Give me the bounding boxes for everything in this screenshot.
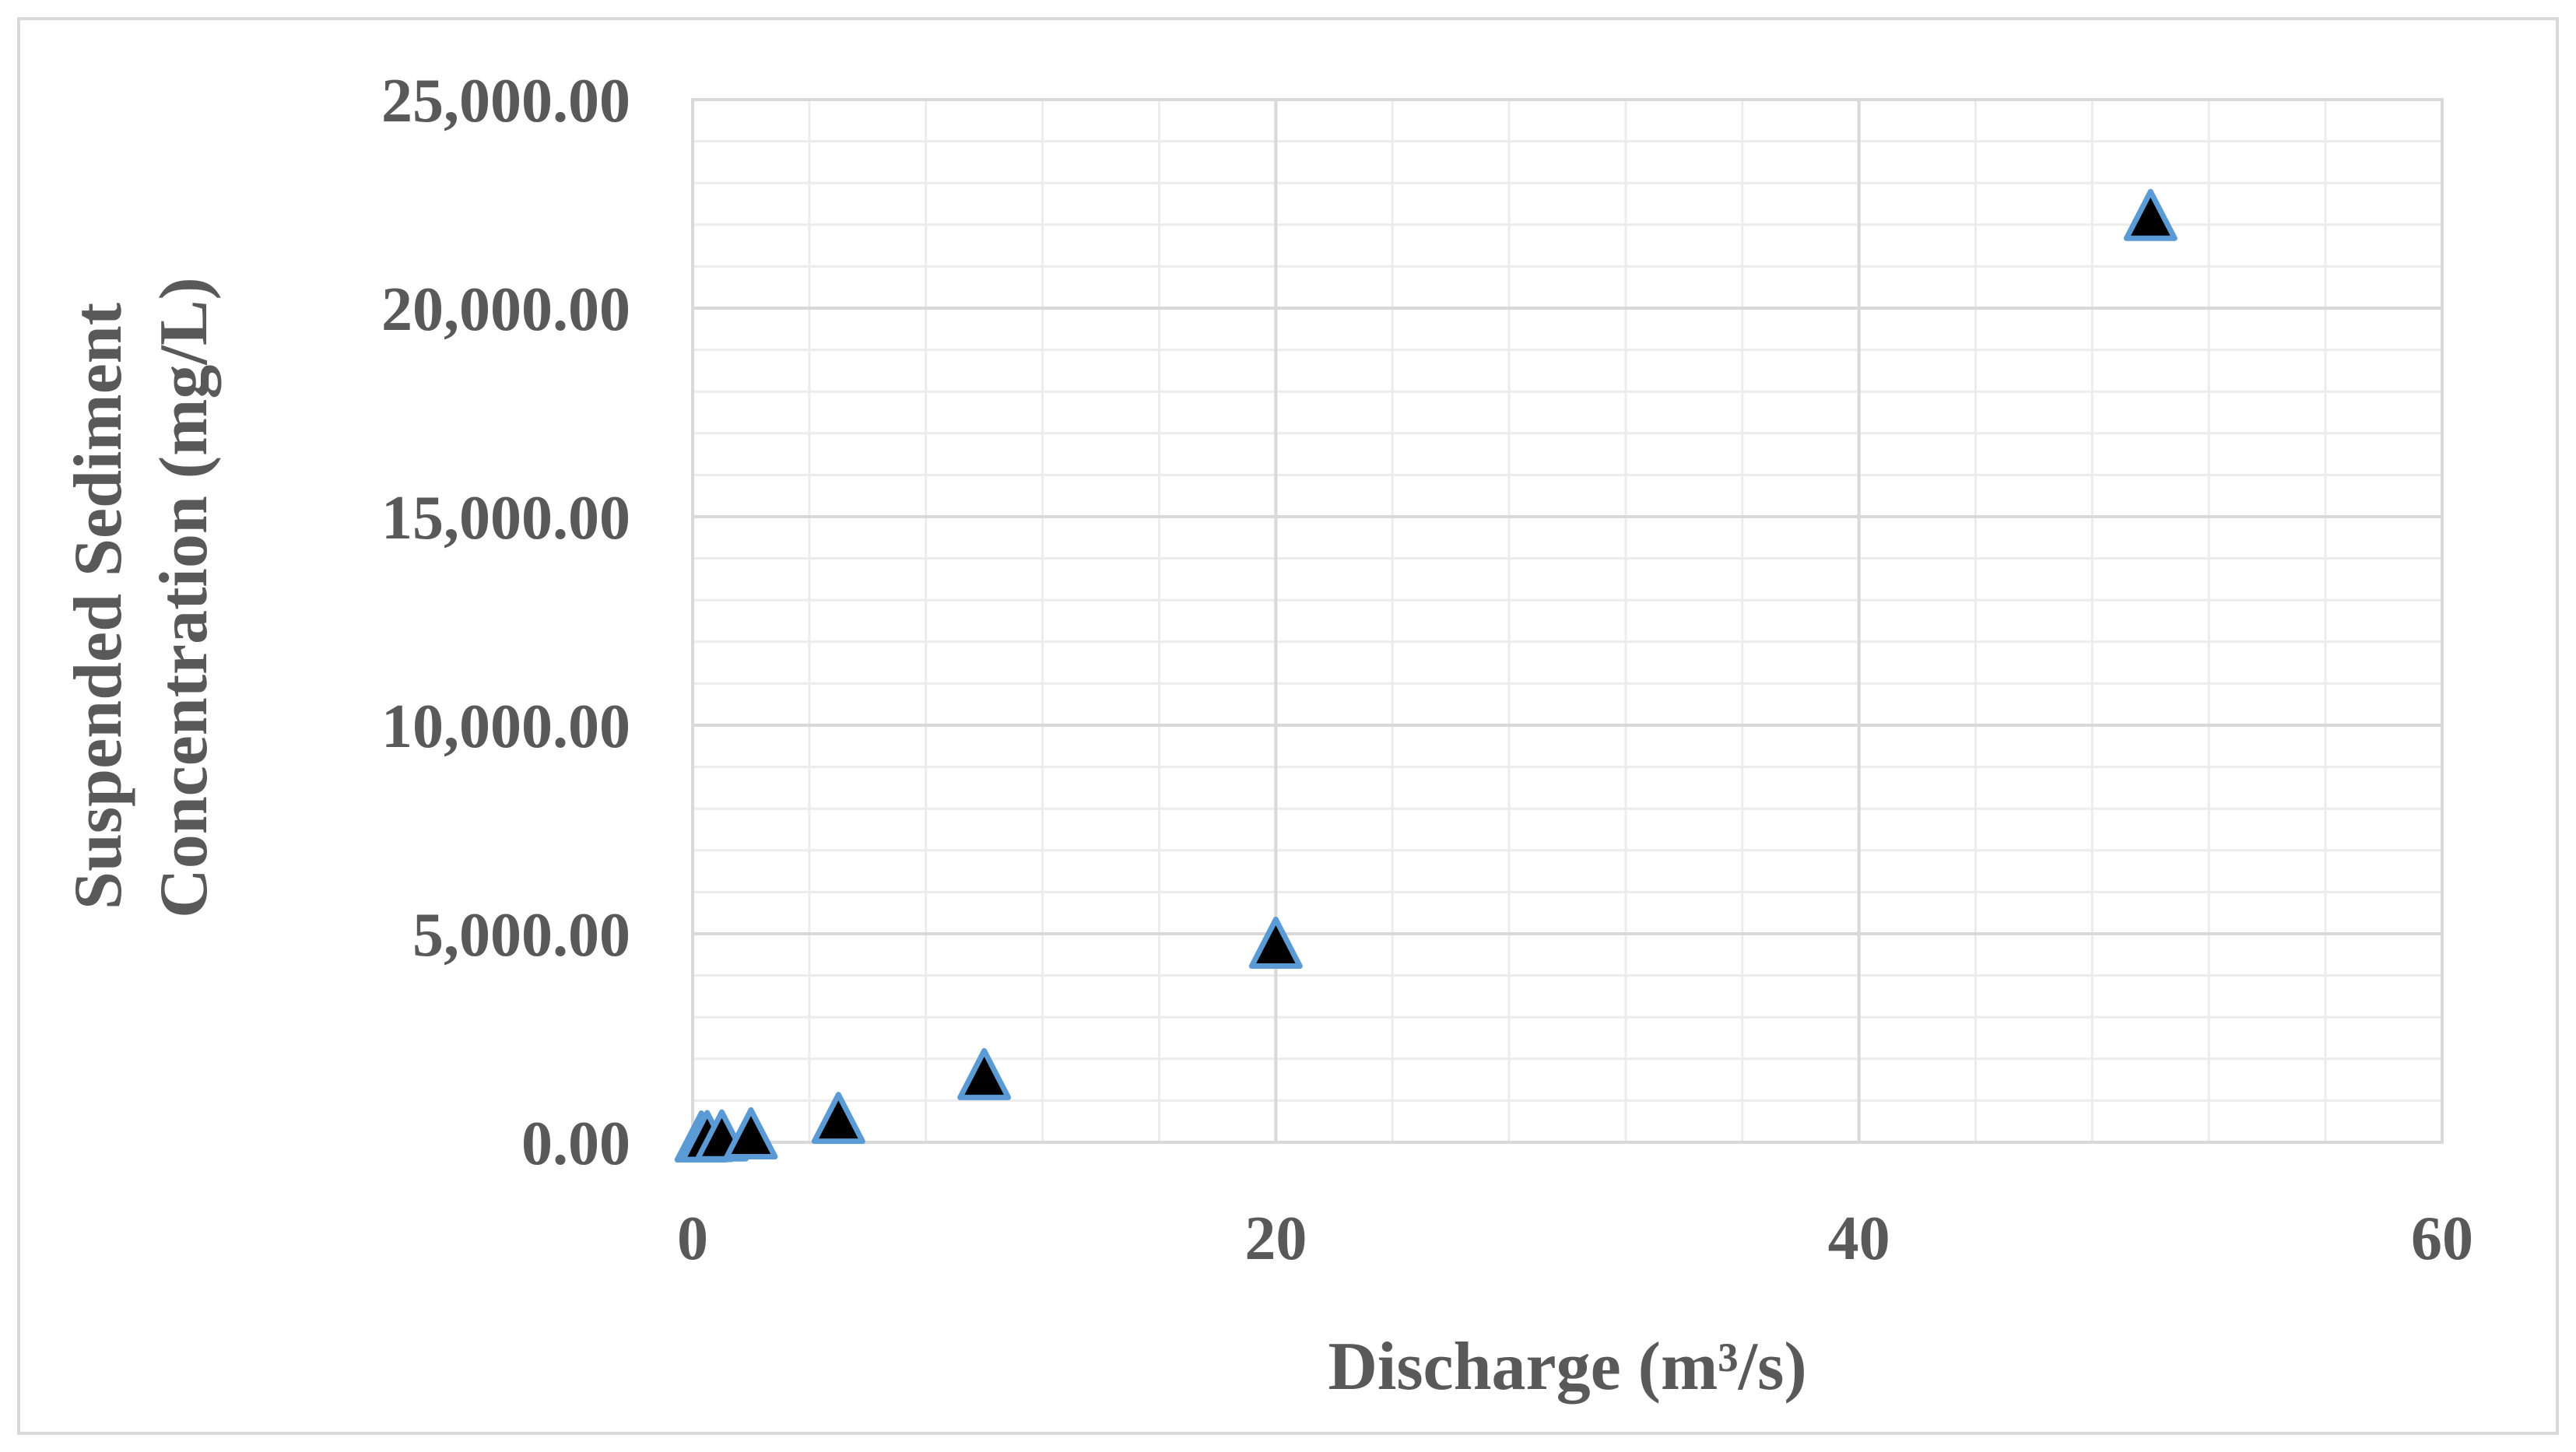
x-tick-label: 20: [1244, 1205, 1307, 1273]
plot-area: [691, 98, 2444, 1144]
x-axis-tick-labels: 0 20 40 60: [677, 1205, 2473, 1273]
y-tick-label: 5,000.00: [412, 901, 630, 970]
x-tick-label: 40: [1828, 1205, 1890, 1273]
triangle-marker: [957, 1047, 1012, 1100]
y-tick-label: 20,000.00: [381, 275, 630, 344]
y-tick-label: 10,000.00: [381, 693, 630, 761]
gridlines: [691, 98, 2444, 1144]
y-axis-title-line-2: Concentration (mg/L): [146, 277, 222, 918]
data-points: [674, 188, 2178, 1163]
triangle-marker: [1248, 917, 1303, 970]
triangle-marker: [811, 1092, 865, 1145]
x-axis-title: Discharge (m³/s): [1328, 1329, 1806, 1405]
x-tick-label: 60: [2411, 1205, 2473, 1273]
y-axis-title-line-1: Suspended Sediment: [61, 303, 136, 910]
y-tick-label: 15,000.00: [381, 484, 630, 552]
triangle-marker: [2123, 188, 2178, 241]
y-axis-tick-labels: 0.00 5,000.00 10,000.00 15,000.00 20,000.00 2…: [381, 67, 630, 1178]
y-tick-label: 0.00: [521, 1110, 630, 1178]
y-tick-label: 25,000.00: [381, 67, 630, 135]
y-axis-title: Suspended Sediment Concentration (mg/L): [61, 277, 222, 918]
x-tick-label: 0: [677, 1205, 708, 1273]
triangle-marker: [724, 1107, 778, 1160]
